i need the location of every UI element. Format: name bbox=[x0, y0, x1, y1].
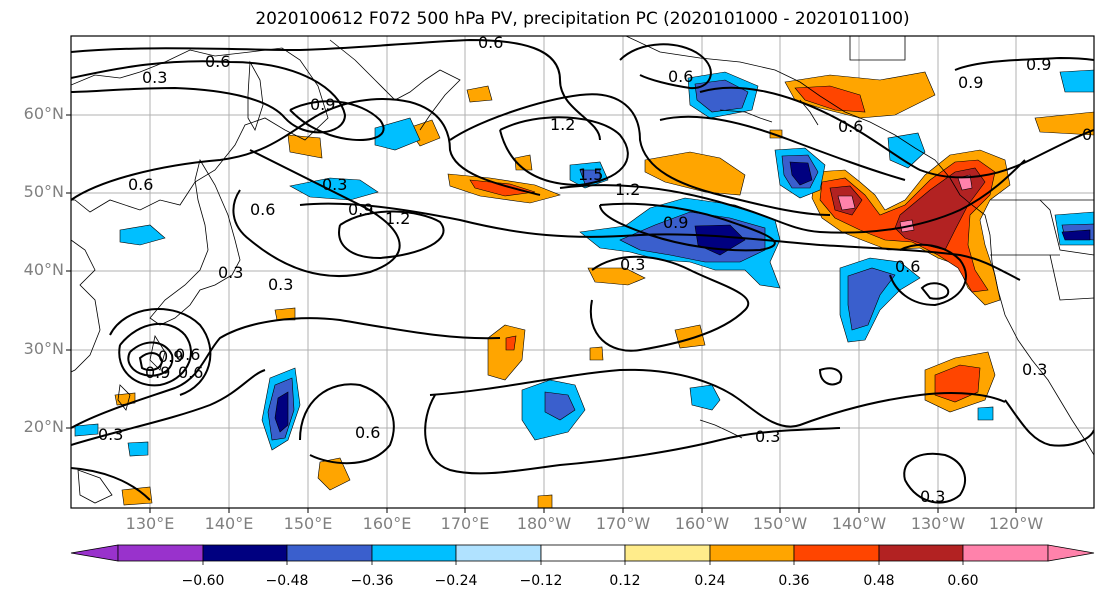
colorbar-tick-label: 0.36 bbox=[778, 573, 810, 589]
contour-label: 0.6 bbox=[250, 200, 275, 219]
colorbar bbox=[70, 544, 1095, 565]
colorbar-tick-label: −0.36 bbox=[350, 573, 394, 589]
lon-tick-label: 140°E bbox=[204, 514, 254, 533]
lon-tick-label: 160°W bbox=[674, 514, 730, 533]
lon-tick-label: 130°E bbox=[125, 514, 175, 533]
contour-label: 0.3 bbox=[218, 263, 243, 282]
map-title: 2020100612 F072 500 hPa PV, precipitatio… bbox=[255, 9, 910, 29]
contour-label: 0.6 bbox=[895, 257, 920, 276]
contour-label: 0.9 bbox=[1026, 55, 1051, 74]
colorbar-tick-label: −0.60 bbox=[181, 573, 225, 589]
contour-label: 0.3 bbox=[755, 427, 780, 446]
contour-label: 0.9 bbox=[663, 213, 688, 232]
contour-label: 0.9 bbox=[310, 95, 335, 114]
lat-tick-label: 20°N bbox=[23, 417, 64, 436]
contour-label: 0.3 bbox=[1022, 360, 1047, 379]
lon-tick-label: 140°W bbox=[831, 514, 887, 533]
lon-tick-label: 120°W bbox=[988, 514, 1044, 533]
contour-label: 0.3 bbox=[322, 175, 347, 194]
lon-tick-label: 170°E bbox=[440, 514, 490, 533]
coastlines bbox=[71, 36, 1094, 504]
axis-ticks bbox=[66, 114, 1017, 513]
contour-label: 0.6 bbox=[478, 33, 503, 52]
colorbar-tick-label: 0.12 bbox=[609, 573, 641, 589]
contour-label: 0.9 bbox=[145, 363, 170, 382]
lon-tick-label: 150°W bbox=[752, 514, 808, 533]
lon-tick-label: 180°W bbox=[516, 514, 572, 533]
lon-tick-label: 130°W bbox=[910, 514, 966, 533]
contour-label: 0.9 bbox=[158, 347, 183, 366]
pv-contour-labels: 0.6 0.3 0.9 0.6 0.6 0.9 1.2 0.6 0.9 0.6 … bbox=[98, 33, 1105, 506]
lat-tick-label: 30°N bbox=[23, 339, 64, 358]
contour-label: 0.6 bbox=[1082, 125, 1105, 144]
contour-label: 0.9 bbox=[348, 200, 373, 219]
contour-label: 0.6 bbox=[205, 52, 230, 71]
contour-label: 0.3 bbox=[268, 275, 293, 294]
contour-label: 1.2 bbox=[550, 115, 575, 134]
colorbar-extend-high bbox=[1047, 544, 1095, 562]
contour-label: 1.5 bbox=[578, 165, 603, 184]
contour-label: 0.6 bbox=[128, 175, 153, 194]
contour-label: 0.3 bbox=[620, 255, 645, 274]
contour-label: 0.6 bbox=[838, 117, 863, 136]
map-plot-area: 0.6 0.3 0.9 0.6 0.6 0.9 1.2 0.6 0.9 0.6 … bbox=[71, 33, 1105, 508]
colorbar-tick-label: −0.24 bbox=[434, 573, 478, 589]
contour-label: 0.3 bbox=[920, 487, 945, 506]
colorbar-tick-label: 0.24 bbox=[694, 573, 726, 589]
contour-label: 0.9 bbox=[958, 73, 983, 92]
contour-label: 0.6 bbox=[668, 67, 693, 86]
lat-tick-label: 60°N bbox=[23, 104, 64, 123]
colorbar-tick-label: 0.48 bbox=[863, 573, 895, 589]
lat-tick-label: 50°N bbox=[23, 182, 64, 201]
contour-label: 1.2 bbox=[615, 180, 640, 199]
lon-tick-label: 170°W bbox=[595, 514, 651, 533]
contour-label: 0.6 bbox=[175, 345, 200, 364]
map-frame bbox=[70, 35, 1095, 509]
colorbar-tick-label: 0.60 bbox=[947, 573, 979, 589]
pv-contours bbox=[71, 38, 1094, 504]
colorbar-tick-label: −0.12 bbox=[519, 573, 563, 589]
contour-label: 0.3 bbox=[98, 425, 123, 444]
contour-label: 0.6 bbox=[355, 423, 380, 442]
lon-tick-label: 150°E bbox=[283, 514, 333, 533]
lat-tick-label: 40°N bbox=[23, 260, 64, 279]
contour-label: 0.3 bbox=[142, 68, 167, 87]
contour-label: 0.6 bbox=[178, 363, 203, 382]
colorbar-extend-low bbox=[70, 544, 119, 562]
colorbar-tick-label: −0.48 bbox=[265, 573, 309, 589]
contour-label: 1.2 bbox=[385, 209, 410, 228]
lon-tick-label: 160°E bbox=[362, 514, 412, 533]
